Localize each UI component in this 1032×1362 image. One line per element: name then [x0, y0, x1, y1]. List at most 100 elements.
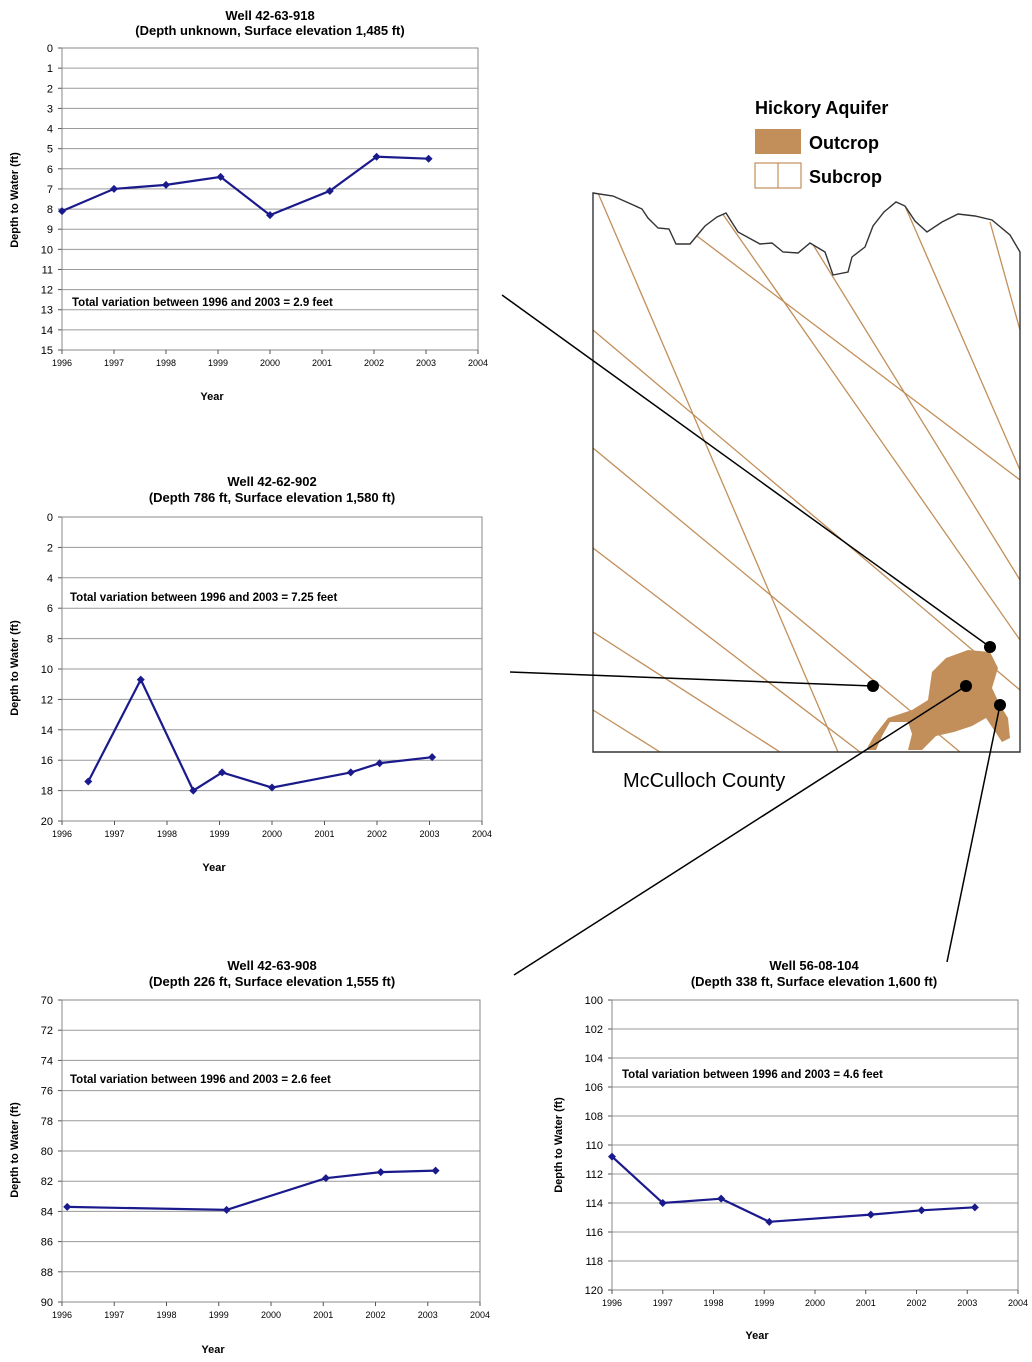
y-tick-label: 14 — [41, 325, 53, 337]
x-tick-label: 1996 — [602, 1298, 622, 1308]
y-tick-label: 14 — [41, 725, 53, 737]
data-point — [431, 1166, 440, 1175]
y-tick-label: 104 — [585, 1053, 603, 1065]
x-tick-label: 1999 — [754, 1298, 774, 1308]
x-tick-label: 2004 — [1008, 1298, 1028, 1308]
data-point — [110, 184, 118, 193]
x-tick-label: 1999 — [209, 829, 229, 839]
data-point — [218, 768, 227, 777]
data-point — [136, 675, 145, 684]
y-tick-label: 76 — [41, 1086, 53, 1098]
hatch-line — [593, 329, 1020, 691]
y-tick-label: 86 — [41, 1237, 53, 1249]
series-line — [67, 1169, 436, 1212]
chart-4: Well 56-08-104(Depth 338 ft, Surface ele… — [553, 958, 1028, 1342]
y-axis-label: Depth to Water (ft) — [9, 1102, 21, 1198]
data-point — [917, 1206, 926, 1215]
x-tick-label: 1997 — [104, 1310, 124, 1320]
data-point — [424, 154, 433, 163]
y-tick-label: 18 — [41, 786, 53, 798]
y-tick-label: 12 — [41, 694, 53, 706]
y-tick-label: 114 — [585, 1198, 603, 1210]
data-point — [84, 777, 93, 786]
y-tick-label: 82 — [41, 1176, 53, 1188]
x-tick-label: 2001 — [312, 358, 332, 368]
hatch-line — [904, 205, 1020, 471]
county-boundary — [592, 192, 1021, 753]
x-tick-label: 2003 — [957, 1298, 977, 1308]
y-tick-label: 8 — [47, 204, 53, 216]
x-tick-label: 1997 — [104, 829, 124, 839]
data-point — [63, 1202, 72, 1211]
variation-note: Total variation between 1996 and 2003 = … — [70, 1074, 331, 1086]
series-line — [87, 677, 433, 793]
x-tick-label: 2002 — [906, 1298, 926, 1308]
data-point — [222, 1205, 231, 1214]
data-point — [866, 1210, 875, 1219]
data-point — [717, 1194, 726, 1203]
x-tick-label: 1998 — [157, 829, 177, 839]
x-tick-label: 1997 — [104, 358, 124, 368]
hatch-line — [639, 193, 1020, 481]
y-tick-label: 20 — [41, 816, 53, 828]
data-point — [321, 1174, 330, 1183]
series-line — [61, 155, 429, 217]
variation-note: Total variation between 1996 and 2003 = … — [70, 592, 337, 604]
y-tick-label: 100 — [585, 995, 603, 1007]
leader-line-56-08-104 — [946, 704, 1001, 963]
y-tick-label: 3 — [47, 103, 53, 115]
well-hydrographs: Well 42-63-918(Depth unknown, Surface el… — [9, 8, 1028, 1356]
y-tick-label: 4 — [47, 573, 53, 585]
legend-swatch-subcrop — [754, 162, 802, 189]
y-tick-label: 90 — [41, 1297, 53, 1309]
y-axis-label: Depth to Water (ft) — [553, 1097, 565, 1193]
data-point — [372, 152, 381, 161]
x-axis-label: Year — [200, 391, 224, 403]
x-tick-label: 2001 — [314, 829, 334, 839]
chart-subtitle: (Depth unknown, Surface elevation 1,485 … — [135, 23, 404, 38]
y-tick-label: 74 — [41, 1055, 53, 1067]
chart-title: Well 42-63-918 — [225, 8, 314, 23]
data-point — [658, 1199, 667, 1207]
data-point — [970, 1203, 979, 1212]
y-tick-label: 2 — [47, 542, 53, 554]
x-tick-label: 2001 — [856, 1298, 876, 1308]
chart-2: Well 42-62-902(Depth 786 ft, Surface ele… — [9, 474, 492, 874]
legend-title: Hickory Aquifer — [755, 98, 888, 118]
county-map: Hickory Aquifer Outcrop Subcrop McCulloc… — [501, 98, 1021, 976]
y-tick-label: 4 — [47, 124, 53, 136]
x-tick-label: 2004 — [468, 358, 488, 368]
y-tick-label: 116 — [585, 1227, 603, 1239]
x-tick-label: 1998 — [156, 1310, 176, 1320]
subcrop-hatch — [593, 193, 1020, 752]
x-tick-label: 2002 — [364, 358, 384, 368]
y-tick-label: 12 — [41, 285, 53, 297]
data-point — [58, 207, 66, 216]
x-tick-label: 2003 — [416, 358, 436, 368]
variation-note: Total variation between 1996 and 2003 = … — [622, 1069, 883, 1081]
y-tick-label: 102 — [585, 1024, 603, 1036]
variation-note: Total variation between 1996 and 2003 = … — [72, 297, 333, 309]
data-point — [266, 211, 274, 220]
y-tick-label: 16 — [41, 755, 53, 767]
outcrop-area — [866, 650, 1010, 750]
x-tick-label: 2000 — [260, 358, 280, 368]
y-tick-label: 70 — [41, 995, 53, 1007]
y-tick-label: 84 — [41, 1206, 53, 1218]
data-point — [162, 180, 170, 189]
y-tick-label: 7 — [47, 184, 53, 196]
y-tick-label: 118 — [585, 1256, 603, 1268]
y-tick-label: 0 — [47, 43, 53, 55]
legend-label-outcrop: Outcrop — [809, 133, 879, 153]
y-axis-label: Depth to Water (ft) — [9, 152, 21, 248]
x-tick-label: 1997 — [653, 1298, 673, 1308]
x-tick-label: 2003 — [419, 829, 439, 839]
x-axis-label: Year — [201, 1344, 225, 1356]
data-point — [189, 786, 198, 795]
data-point — [216, 172, 225, 181]
data-point — [428, 753, 437, 762]
y-tick-label: 108 — [585, 1111, 603, 1123]
data-point — [325, 186, 334, 195]
y-tick-label: 72 — [41, 1025, 53, 1037]
